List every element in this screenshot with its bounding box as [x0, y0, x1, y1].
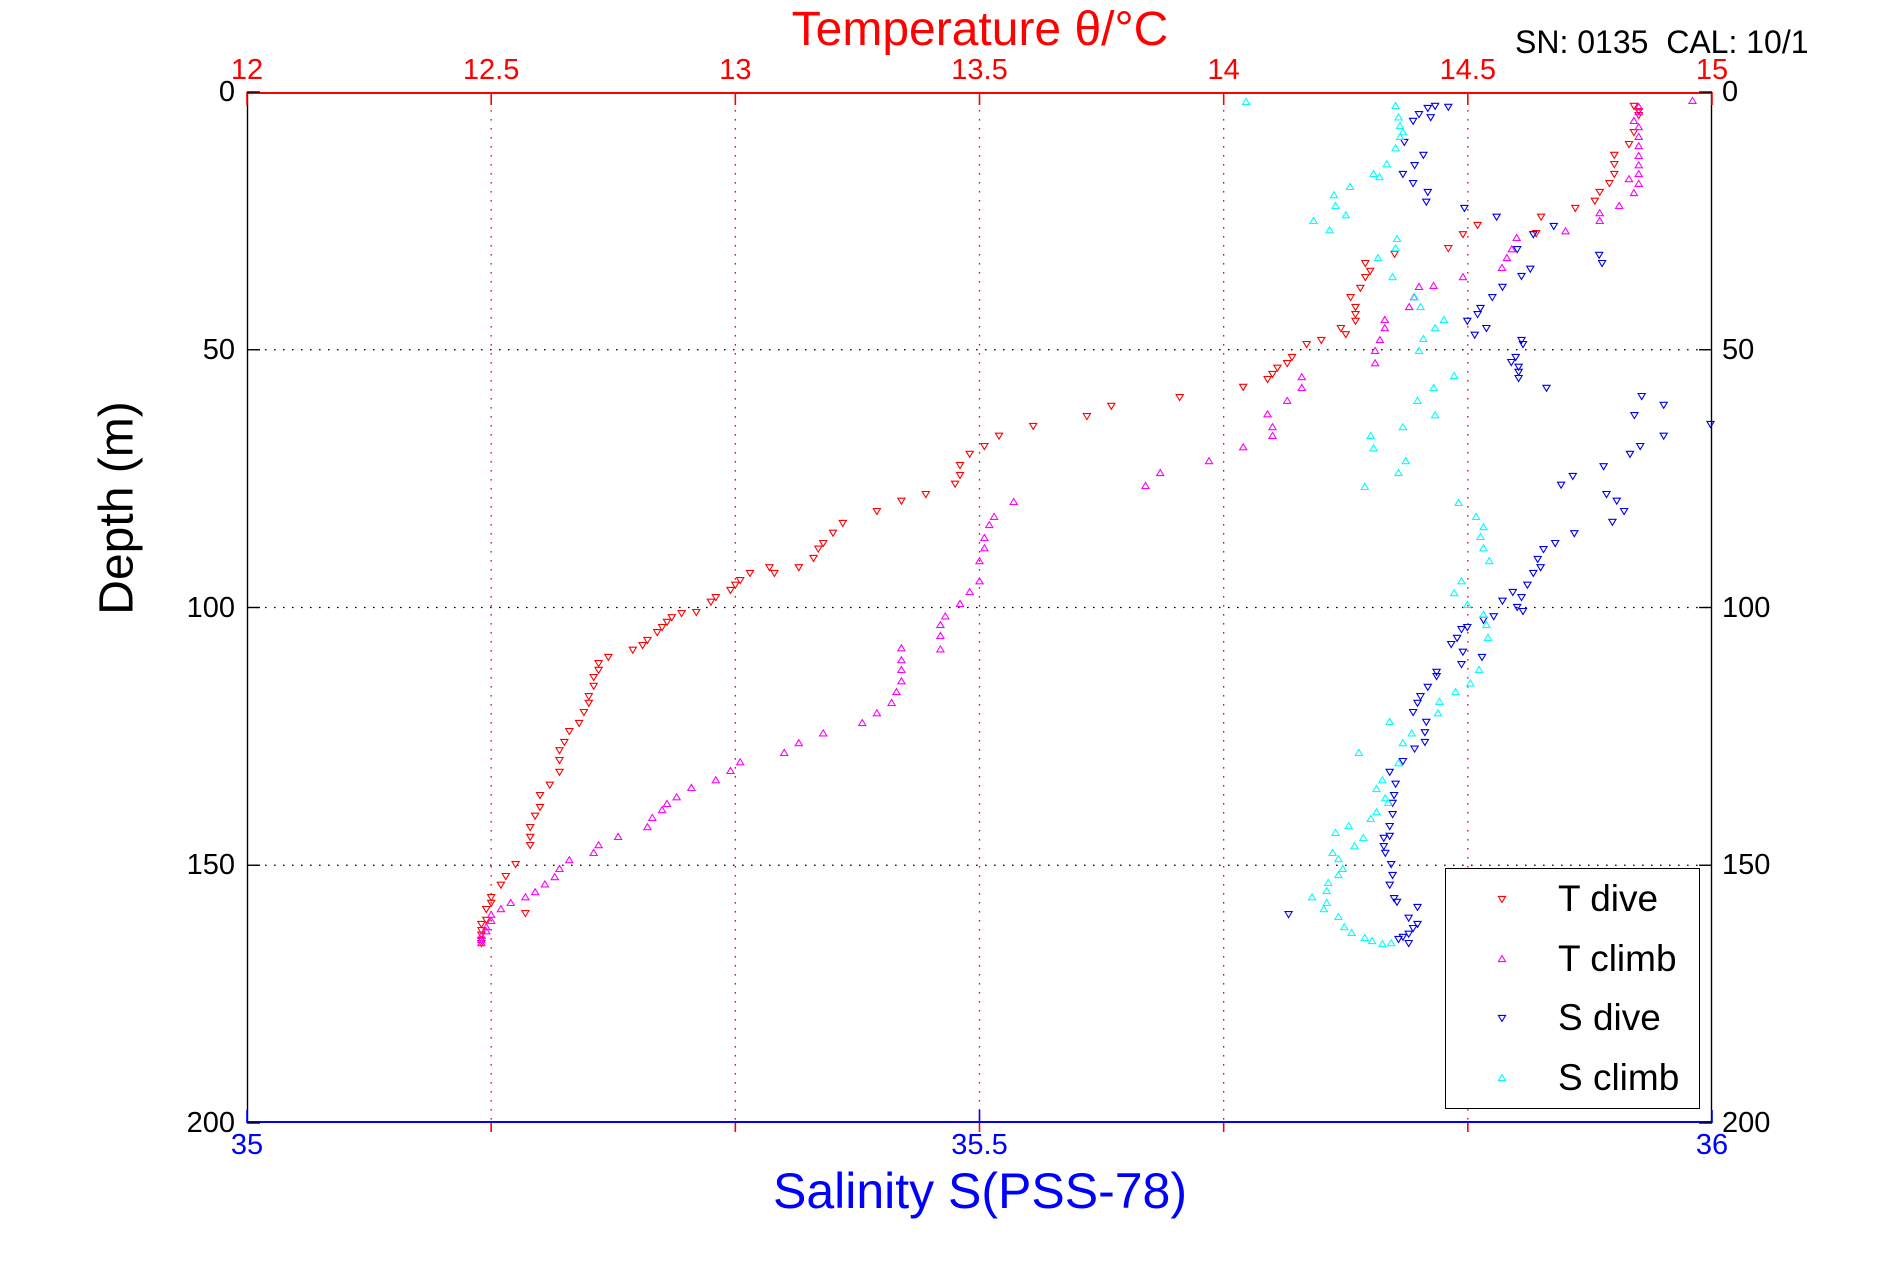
depth-tick-label-left: 100: [186, 591, 235, 624]
depth-tick-label-right: 100: [1722, 591, 1771, 624]
depth-tick-label-left: 200: [186, 1107, 235, 1139]
series-markers-t-climb: [476, 96, 1698, 947]
depth-tick-label-left: 50: [202, 333, 235, 366]
series-markers-s-climb: [1241, 97, 1494, 948]
legend-item: S climb: [1446, 1048, 1699, 1108]
depth-tick-label-right: 150: [1722, 849, 1771, 882]
temperature-tick-label: 13: [719, 54, 752, 86]
plot-area: [246, 91, 1716, 1132]
salinity-axis-label: Salinity S(PSS-78): [772, 1163, 1188, 1219]
legend-item-label: S climb: [1558, 1057, 1680, 1099]
legend-item: T dive: [1446, 869, 1699, 929]
salinity-tick-label: 36: [1695, 1129, 1729, 1161]
depth-tick-label-left: 150: [186, 849, 235, 882]
depth-tick-label-right: 50: [1722, 333, 1755, 366]
sn-cal-annotation: SN: 0135 CAL: 10/1: [1515, 24, 1809, 60]
legend: T dive T climb S dive S climb: [1445, 868, 1700, 1109]
legend-item-label: T dive: [1558, 877, 1659, 919]
legend-item: T climb: [1446, 929, 1699, 989]
salinity-tick-label: 35.5: [951, 1129, 1008, 1161]
depth-tick-label-right: 200: [1722, 1107, 1771, 1139]
series-markers-s-dive: [1284, 102, 1716, 948]
triangle-down-marker-icon: [1446, 1012, 1558, 1024]
depth-axis-label: Depth (m): [90, 401, 144, 615]
legend-item-label: T climb: [1558, 937, 1677, 979]
depth-tick-label-right: 0: [1722, 76, 1739, 108]
temperature-tick-label: 12: [230, 54, 264, 86]
legend-item: S dive: [1446, 989, 1699, 1049]
legend-item-label: S dive: [1558, 997, 1661, 1039]
triangle-up-marker-icon: [1446, 953, 1558, 965]
temperature-tick-label: 13.5: [951, 54, 1008, 86]
series-markers-t-dive: [476, 102, 1644, 948]
plot-title: Temperature θ/°C: [791, 3, 1169, 56]
temperature-tick-label: 15: [1695, 54, 1729, 86]
temperature-tick-label: 14.5: [1439, 54, 1497, 86]
triangle-up-marker-icon: [1446, 1072, 1558, 1084]
triangle-down-marker-icon: [1446, 893, 1558, 905]
depth-tick-label-left: 0: [218, 76, 235, 108]
temperature-tick-label: 14: [1207, 54, 1240, 86]
salinity-tick-label: 35: [230, 1129, 264, 1161]
temperature-tick-label: 12.5: [462, 54, 520, 86]
